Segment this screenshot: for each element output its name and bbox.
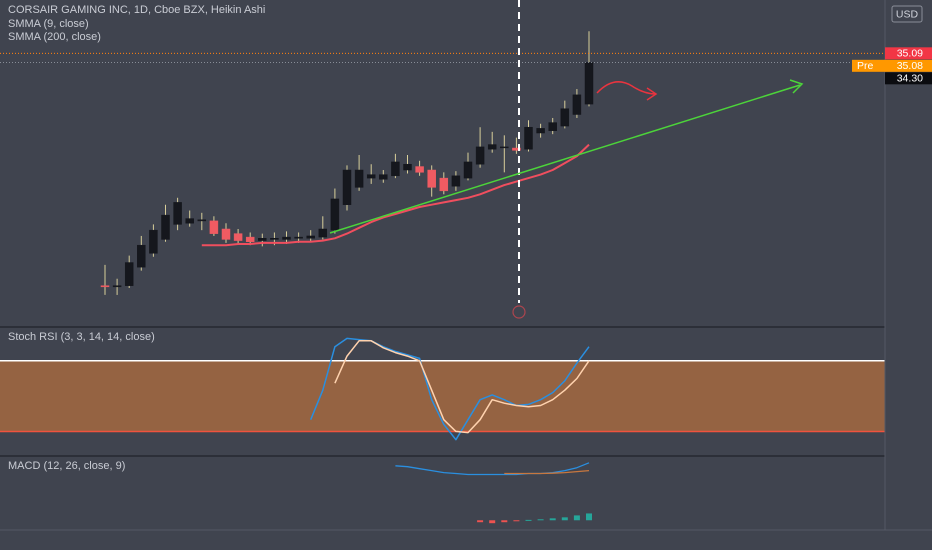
candle-body (524, 126, 533, 150)
candle-body (221, 228, 231, 240)
histogram-bar (525, 519, 532, 521)
candle-body (318, 228, 328, 238)
candle-body (330, 198, 340, 231)
projection-arrowhead (646, 87, 658, 101)
candle-body (197, 219, 207, 222)
candle-body (560, 108, 570, 127)
price-tag-box (885, 47, 932, 60)
series-line (395, 462, 590, 476)
trend-arrowhead (789, 79, 804, 94)
bands (0, 360, 885, 433)
candle-body (161, 214, 170, 240)
candle-body (391, 161, 400, 177)
marks (0, 31, 885, 524)
series-line (334, 340, 590, 434)
candle-body (149, 229, 158, 254)
price-tag-box (885, 72, 932, 85)
currency: USD (896, 8, 919, 20)
currency-box (891, 5, 923, 23)
candle-body (403, 163, 412, 171)
candle-body (487, 144, 497, 150)
candle-body (354, 169, 364, 188)
histogram-bar (537, 519, 544, 521)
candle-body (584, 62, 594, 105)
price-tag-prefix-box (852, 59, 885, 72)
candle-body (366, 174, 376, 179)
histogram-bar (561, 517, 568, 521)
study-label: SMMA (200, close) (8, 31, 101, 43)
candle-body (100, 285, 110, 288)
histogram-bar (477, 520, 484, 523)
candle-body (306, 235, 315, 239)
histogram-bar (513, 520, 520, 522)
candle-body (427, 169, 436, 188)
histogram-bar (573, 515, 580, 521)
band-fill (0, 360, 885, 432)
candle-body (572, 94, 582, 115)
price-tag-box (885, 59, 932, 72)
series-line (310, 337, 590, 441)
candle-body (245, 236, 255, 242)
chart-title: CORSAIR GAMING INC, 1D, Cboe BZX, Heikin… (8, 4, 265, 16)
candle-body (137, 244, 146, 268)
projection-arrow (596, 81, 657, 95)
candle-body (536, 128, 545, 134)
price-tag-prefix: Pre (857, 60, 874, 72)
pane-title: MACD (12, 26, close, 9) (8, 460, 125, 472)
histogram-bar (549, 518, 556, 521)
marker-circle (512, 305, 526, 319)
histogram-bar (489, 520, 496, 524)
series-line (201, 143, 590, 247)
price-tag-label: 34.30 (897, 73, 923, 85)
legend-entry: SMMA (9, close) (8, 18, 89, 30)
candle-body (112, 285, 122, 288)
series-line (504, 469, 590, 475)
candle-body (342, 169, 352, 205)
candle-body (439, 177, 449, 192)
trend-line (329, 84, 801, 234)
candle-body (379, 174, 388, 180)
candle-body (415, 166, 424, 173)
candle-body (185, 218, 194, 224)
candle-body (209, 220, 219, 234)
candle-body (270, 238, 279, 240)
price-tag-label: 35.08 (897, 60, 923, 72)
candle-body (500, 146, 509, 149)
candle-body (173, 202, 182, 225)
candle-body (258, 238, 267, 241)
candle-body (475, 146, 485, 165)
pane-title: Stoch RSI (3, 3, 14, 14, close) (8, 331, 155, 343)
histogram-bar (586, 513, 592, 521)
candle-body (233, 233, 243, 241)
candle-body (512, 147, 521, 151)
candle-body (548, 122, 557, 131)
price-tag-label: 35.09 (897, 48, 923, 60)
candle-body (294, 236, 303, 239)
candle-body (282, 236, 291, 240)
candle-body (124, 262, 134, 286)
candle-body (451, 175, 461, 187)
histogram-bar (501, 520, 508, 523)
candle-body (463, 161, 473, 179)
